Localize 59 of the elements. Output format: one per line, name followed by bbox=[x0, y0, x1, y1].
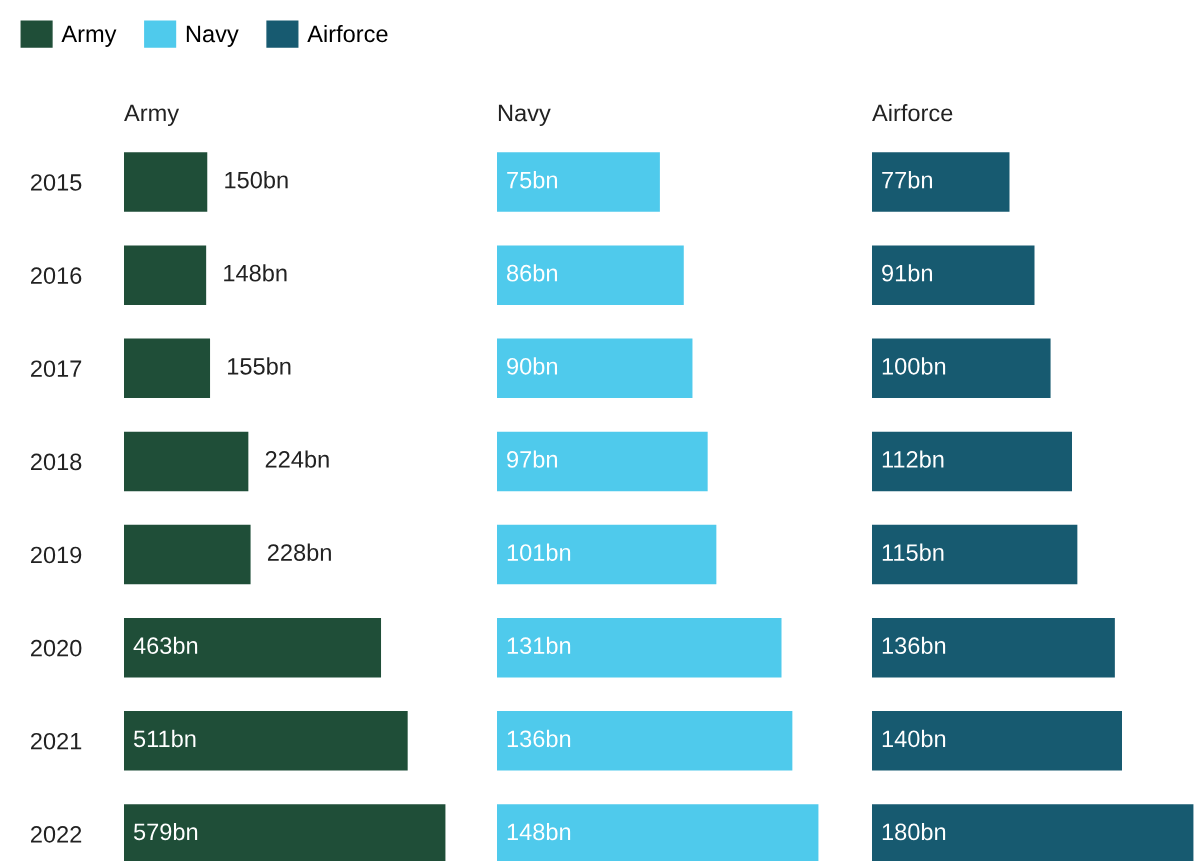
data-label: 77bn bbox=[882, 171, 932, 189]
bar bbox=[124, 152, 208, 212]
data-label: 75bn bbox=[507, 171, 557, 189]
data-label: 86bn bbox=[507, 264, 557, 282]
y-tick-label: 2021 bbox=[31, 732, 82, 750]
data-label: 148bn bbox=[507, 822, 571, 841]
data-label: 155bn bbox=[228, 357, 291, 375]
bar bbox=[497, 431, 708, 492]
y-tick-label: 2019 bbox=[31, 546, 82, 564]
y-tick-label: 2016 bbox=[31, 267, 82, 284]
bar bbox=[872, 338, 1051, 399]
legend-label: Airforce bbox=[307, 24, 388, 43]
data-label: 150bn bbox=[225, 171, 288, 189]
y-tick-label: 2018 bbox=[31, 453, 82, 471]
legend-label: Army bbox=[61, 25, 117, 47]
bar bbox=[124, 524, 251, 585]
data-label: 115bn bbox=[882, 543, 944, 561]
y-tick-label: 2020 bbox=[31, 639, 82, 657]
bar bbox=[497, 711, 793, 771]
data-label: 136bn bbox=[882, 636, 946, 655]
bar bbox=[124, 617, 382, 678]
data-label: 90bn bbox=[507, 357, 557, 375]
data-label: 228bn bbox=[267, 543, 331, 561]
bar bbox=[497, 617, 782, 678]
y-tick-label: 2017 bbox=[31, 360, 82, 378]
data-label: 91bn bbox=[882, 264, 932, 282]
bar bbox=[872, 431, 1072, 492]
bar bbox=[124, 245, 207, 305]
data-label: 148bn bbox=[224, 264, 287, 282]
bar bbox=[497, 338, 693, 399]
data-label: 97bn bbox=[507, 450, 557, 468]
y-tick-label: 2015 bbox=[31, 174, 82, 191]
data-label: 463bn bbox=[133, 636, 198, 655]
chart-title: Airforce bbox=[872, 104, 953, 122]
bar bbox=[497, 245, 684, 305]
bar bbox=[124, 338, 211, 399]
data-label: 136bn bbox=[507, 729, 571, 748]
data-label: 100bn bbox=[882, 357, 946, 375]
data-label: 131bn bbox=[507, 636, 571, 655]
bar bbox=[497, 152, 660, 212]
data-label: 224bn bbox=[265, 450, 329, 468]
bar bbox=[497, 524, 717, 585]
data-label: 101bn bbox=[507, 543, 571, 561]
data-label: 180bn bbox=[882, 822, 946, 841]
chart-title: Army bbox=[124, 104, 180, 127]
bar bbox=[872, 617, 1115, 678]
bar bbox=[872, 152, 1010, 212]
bar bbox=[872, 711, 1122, 771]
chart-title: Navy bbox=[498, 104, 551, 127]
legend-label: Navy bbox=[186, 25, 239, 47]
data-label: 579bn bbox=[133, 822, 198, 841]
data-label: 511bn bbox=[133, 729, 196, 748]
data-label: 112bn bbox=[882, 450, 944, 468]
bar bbox=[872, 245, 1035, 305]
y-tick-label: 2022 bbox=[31, 826, 82, 843]
bar bbox=[124, 431, 249, 492]
bar bbox=[124, 711, 408, 771]
bar bbox=[872, 524, 1078, 585]
data-label: 140bn bbox=[882, 729, 946, 748]
